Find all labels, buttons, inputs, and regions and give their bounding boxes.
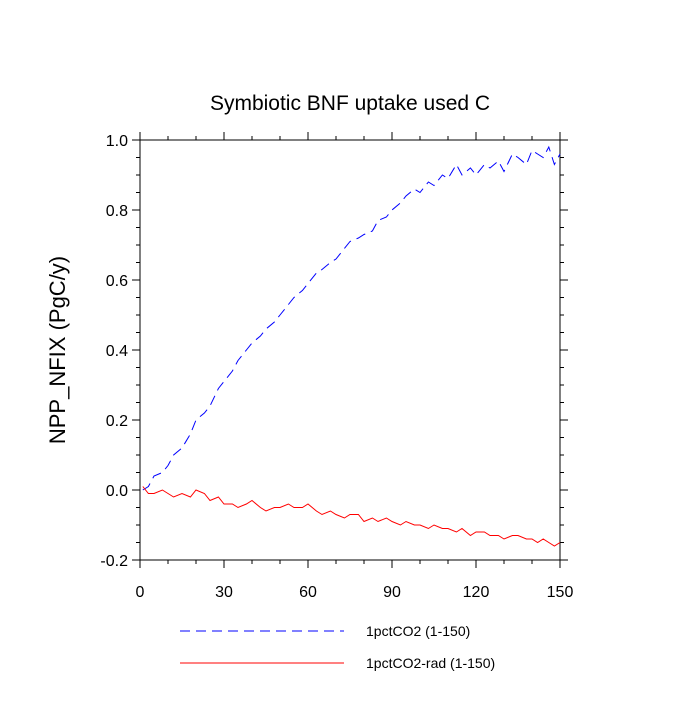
legend-label: 1pctCO2-rad (1-150) xyxy=(366,655,495,671)
y-tick-label: 0.6 xyxy=(106,273,128,290)
y-tick-label: 0.0 xyxy=(106,483,128,500)
y-tick-label: 1.0 xyxy=(106,133,128,150)
x-tick-label: 30 xyxy=(215,584,233,601)
x-tick-label: 120 xyxy=(463,584,490,601)
x-tick-label: 60 xyxy=(299,584,317,601)
y-tick-label: 0.8 xyxy=(106,203,128,220)
series-line-1pctco2-rad-1-150- xyxy=(142,486,561,547)
x-tick-label: 150 xyxy=(547,584,574,601)
chart-title: Symbiotic BNF uptake used C xyxy=(210,92,490,115)
series-layer xyxy=(142,145,561,547)
axis-tick-labels: 0 30 60 90 120 150 -0.2 0.0 0.2 0.4 0.6 0.8 1.0 xyxy=(100,133,573,601)
x-tick-label: 0 xyxy=(136,584,145,601)
y-tick-label: -0.2 xyxy=(100,553,128,570)
legend: 1pctCO2 (1-150) 1pctCO2-rad (1-150) xyxy=(180,623,495,671)
plot-frame xyxy=(139,139,561,561)
y-tick-label: 0.2 xyxy=(106,413,128,430)
axis-ticks xyxy=(132,132,568,568)
x-tick-label: 90 xyxy=(383,584,401,601)
y-tick-label: 0.4 xyxy=(106,343,128,360)
y-axis-label: NPP_NFIX (PgC/y) xyxy=(45,256,70,444)
legend-label: 1pctCO2 (1-150) xyxy=(366,623,470,639)
series-line-1pctco2-1-150- xyxy=(142,145,561,491)
